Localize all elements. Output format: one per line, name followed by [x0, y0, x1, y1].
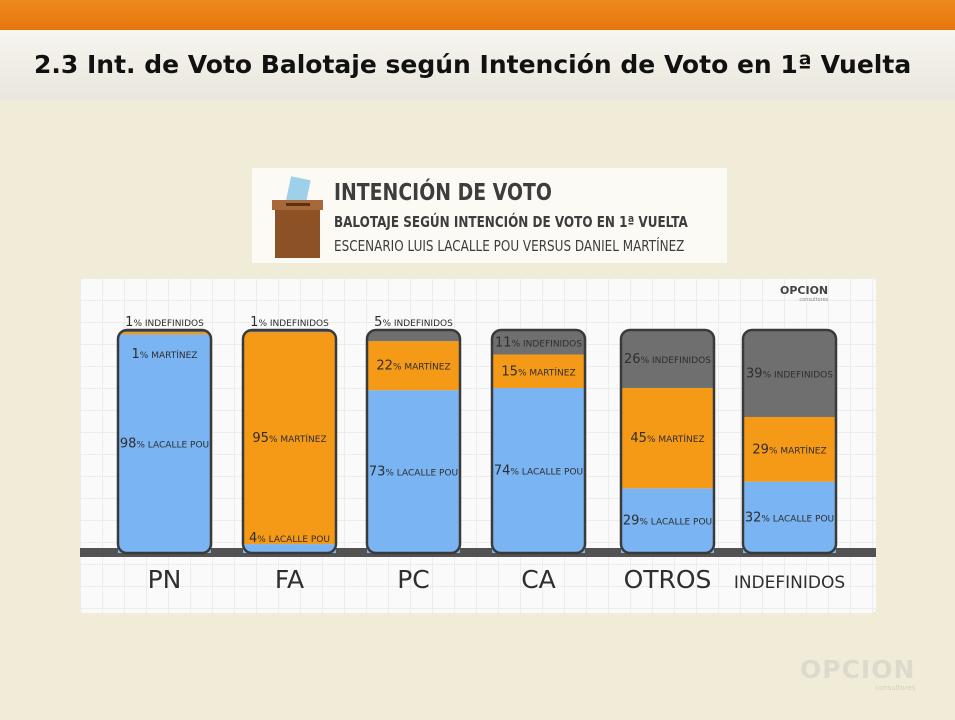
chart-logo: OPCION consultores [780, 284, 828, 303]
footer-logo: OPCION consultores [800, 655, 915, 692]
chart-scenario: ESCENARIO LUIS LACALLE POU VERSUS DANIEL… [334, 237, 685, 255]
bar-pn: 98% LACALLE POU 1% MARTÍNEZ 1% INDEFINIDOS… [116, 315, 213, 594]
top-accent-bar [0, 0, 955, 30]
label-lacalle-pou-pn: 98% LACALLE POU [120, 437, 209, 452]
label-martinez-fa: 95% MARTÍNEZ [252, 431, 326, 446]
segment-lacalle-pou-otros [621, 488, 714, 553]
segment-martinez-pn [118, 332, 211, 335]
category-label-otros: OTROS [624, 565, 712, 594]
label-martinez-ca: 15% MARTÍNEZ [501, 364, 575, 379]
segment-lacalle-pou-pc [367, 390, 460, 553]
label-lacalle-pou-indefinidos: 32% LACALLE POU [745, 510, 834, 525]
label-lacalle-pou-pc: 73% LACALLE POU [369, 465, 458, 480]
bar-indefinidos: 32% LACALLE POU 29% MARTÍNEZ 39% INDEFINID… [734, 328, 845, 593]
label-martinez-otros: 45% MARTÍNEZ [630, 431, 704, 446]
label-indefinidos-pc: 5% INDEFINIDOS [374, 315, 453, 330]
chart-title: INTENCIÓN DE VOTO [334, 180, 552, 206]
bar-pc: 73% LACALLE POU 22% MARTÍNEZ 5% INDEFINIDO… [365, 315, 462, 594]
segment-lacalle-pou-fa [243, 544, 336, 553]
category-label-indefinidos: INDEFINIDOS [734, 573, 845, 593]
segment-indefinidos-otros [621, 330, 714, 388]
ballot-box-icon [272, 176, 323, 258]
footer-logo-sub: consultores [875, 684, 916, 692]
title-band [0, 30, 955, 100]
label-martinez-indefinidos: 29% MARTÍNEZ [752, 442, 826, 457]
label-martinez-pn: 1% MARTÍNEZ [132, 347, 198, 362]
bar-fa: 4% LACALLE POU 95% MARTÍNEZ 1% INDEFINIDOS… [241, 315, 338, 594]
label-indefinidos-otros: 26% INDEFINIDOS [624, 352, 711, 367]
segment-lacalle-pou-ca [492, 387, 585, 553]
chart-subtitle: BALOTAJE SEGÚN INTENCIÓN DE VOTO EN 1ª V… [334, 213, 688, 231]
category-label-pc: PC [397, 565, 430, 594]
label-indefinidos-pn: 1% INDEFINIDOS [125, 315, 204, 330]
segment-lacalle-pou-pn [118, 334, 211, 553]
segment-indefinidos-ca [492, 330, 585, 355]
chart-logo-sub: consultores [799, 297, 829, 303]
segment-martinez-otros [621, 387, 714, 489]
label-lacalle-pou-otros: 29% LACALLE POU [623, 514, 712, 529]
segment-martinez-indefinidos [743, 416, 836, 482]
segment-martinez-pc [367, 341, 460, 391]
category-label-ca: CA [521, 565, 556, 594]
label-indefinidos-fa: 1% INDEFINIDOS [250, 315, 329, 330]
bar-otros: 29% LACALLE POU 45% MARTÍNEZ 26% INDEFINID… [619, 328, 716, 594]
label-martinez-pc: 22% MARTÍNEZ [376, 359, 450, 374]
label-lacalle-pou-fa: 4% LACALLE POU [249, 531, 330, 546]
segment-lacalle-pou-indefinidos [743, 481, 836, 553]
slide-title: 2.3 Int. de Voto Balotaje según Intenció… [34, 50, 912, 79]
footer-logo-text: OPCION [800, 655, 916, 684]
chart-baseline [80, 548, 876, 557]
segment-martinez-ca [492, 354, 585, 388]
category-label-fa: FA [275, 565, 304, 594]
chart-logo-text: OPCION [780, 284, 829, 297]
segment-indefinidos-pc [367, 330, 460, 342]
label-lacalle-pou-ca: 74% LACALLE POU [494, 463, 583, 478]
category-label-pn: PN [148, 565, 182, 594]
segment-indefinidos-indefinidos [743, 330, 836, 417]
label-indefinidos-ca: 11% INDEFINIDOS [495, 335, 582, 350]
label-indefinidos-indefinidos: 39% INDEFINIDOS [746, 366, 833, 381]
bar-ca: 74% LACALLE POU 15% MARTÍNEZ 11% INDEFINID… [490, 328, 587, 594]
chart-header [252, 168, 727, 263]
segment-martinez-fa [243, 332, 336, 545]
